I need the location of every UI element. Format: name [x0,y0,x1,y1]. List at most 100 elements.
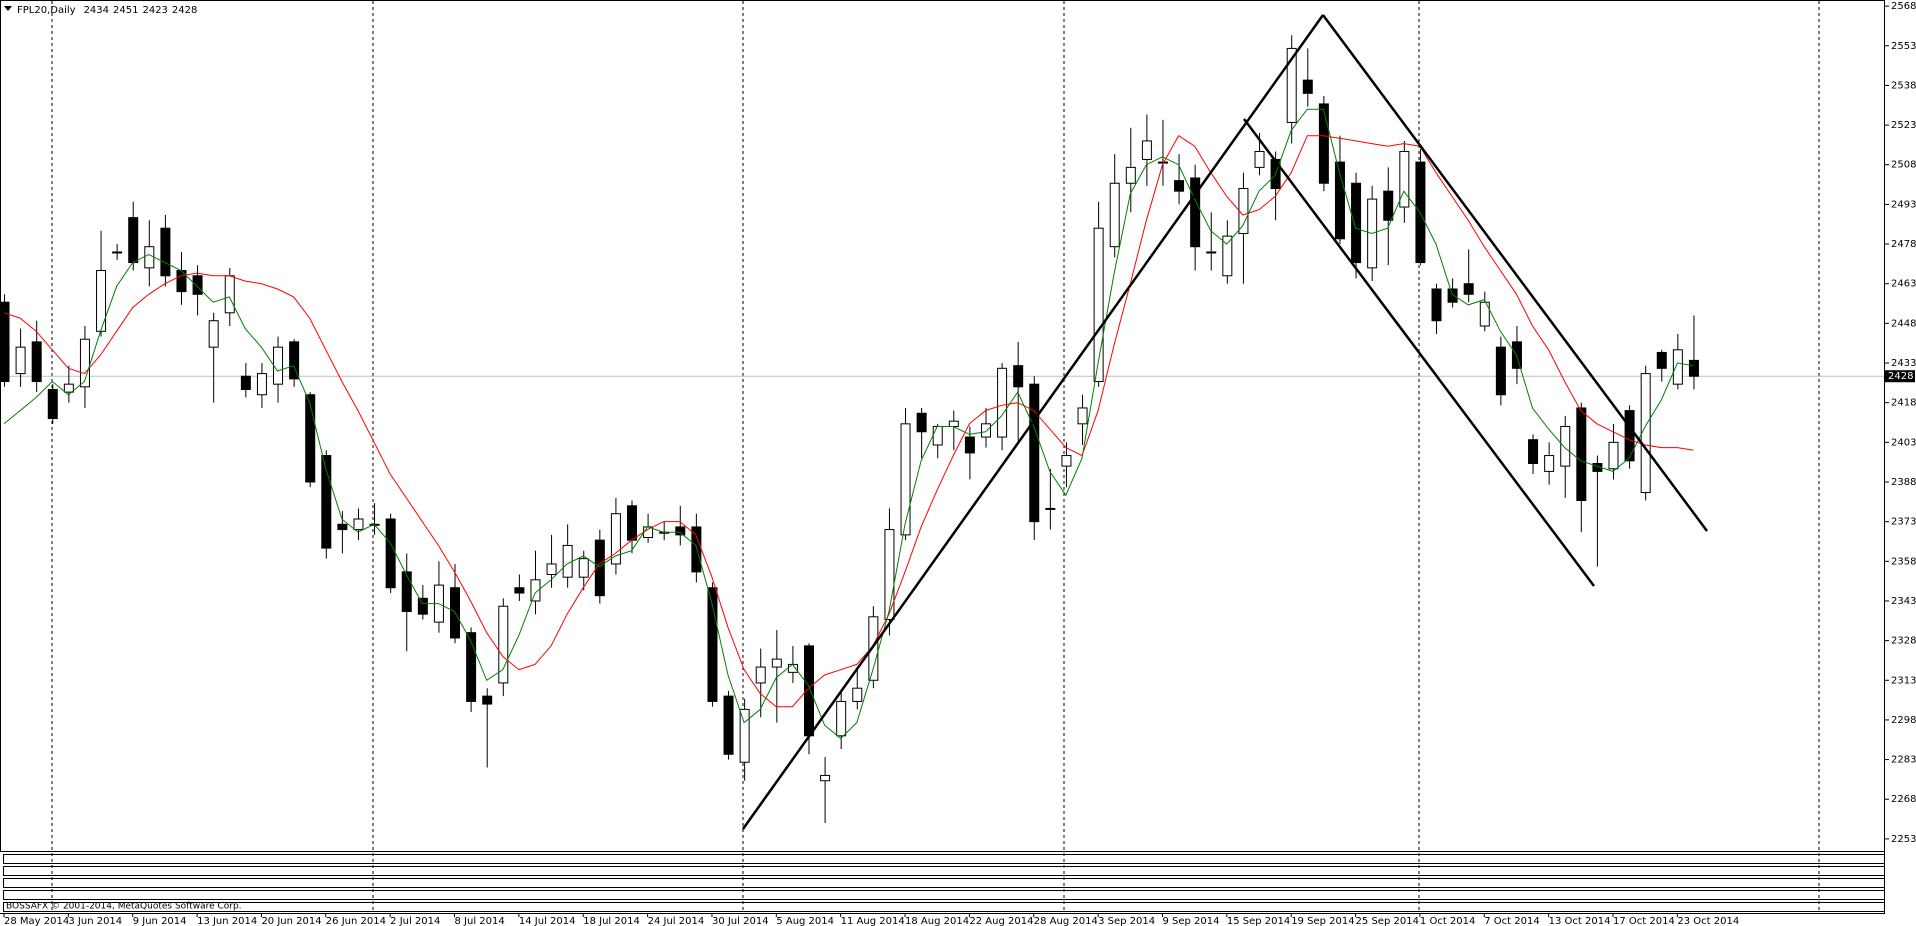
candle-bull [79,338,90,388]
y-tick-label: 2508 [1891,160,1916,171]
x-tick-label: 1 Oct 2014 [1420,916,1475,926]
candle-bear [401,571,412,613]
candle-bear [321,455,332,549]
candle-bear [192,275,203,295]
trend-line [1242,118,1596,587]
candle-bear [964,436,975,454]
candle-bear [1351,182,1362,264]
candle-bull [530,579,541,602]
y-tick-label: 2448 [1891,318,1916,329]
candle-bull [224,275,235,314]
candle-bull [980,423,991,438]
last-close: 2428 [172,5,197,16]
x-tick-label: 3 Jun 2014 [68,916,122,926]
candle-bull [498,605,509,684]
x-tick-label: 25 Sep 2014 [1356,916,1419,926]
candle-bull [546,563,557,576]
candle-bull [1125,166,1136,184]
candle-bear [1528,439,1539,464]
candle-bull [739,708,750,763]
candle-bull [1560,425,1571,467]
x-tick-label: 13 Oct 2014 [1549,916,1611,926]
y-tick-label: 2328 [1891,636,1916,647]
candle-bear [31,341,42,383]
candle-bull [884,529,895,620]
trend-line [1321,14,1709,532]
candle-bull [96,269,107,332]
x-tick-label: 5 Aug 2014 [776,916,834,926]
x-tick-label: 7 Oct 2014 [1484,916,1539,926]
price-tag-label: 2428 [1888,371,1913,382]
x-tick-label: 23 Oct 2014 [1677,916,1739,926]
candle-bull [1222,235,1233,277]
candle-bear [1431,288,1442,322]
moving-average [3,108,1694,740]
candle-bull [1061,455,1072,467]
candle-bull [1141,140,1152,160]
y-tick-label: 2463 [1891,279,1916,290]
candle-bull [353,518,364,531]
candle-bull [868,616,879,681]
candle-bull [562,544,573,578]
candle-bear [1334,161,1345,240]
candle-bear [128,217,139,264]
x-tick-label: 24 Jul 2014 [648,916,705,926]
candle-bull [1479,301,1490,327]
candle-bear [1447,288,1458,303]
x-tick-label: 8 Jul 2014 [455,916,505,926]
y-tick-label: 2313 [1891,675,1916,686]
candle-bear [723,695,734,755]
plot-area [0,35,1885,824]
x-tick-label: 20 Jun 2014 [261,916,321,926]
candle-bull [1672,349,1683,385]
candle-bull [1045,507,1056,510]
x-tick-label: 26 Jun 2014 [326,916,386,926]
candle-bull [1544,455,1555,472]
x-tick-label: 13 Jun 2014 [197,916,257,926]
moving-average [3,134,1694,708]
candle-bear [466,632,477,702]
candle-bull [1399,151,1410,208]
candle-bull [1286,47,1297,123]
candle-bear [1624,410,1635,462]
candle-bear [514,587,525,594]
candle-bear [47,388,58,420]
x-tick-label: 30 Jul 2014 [712,916,769,926]
candle-bear [1576,407,1587,501]
chart-title: FPL20,Daily [17,5,76,16]
candle-bear [1174,180,1185,192]
candle-bear [160,227,171,277]
candle-bull [63,383,74,393]
y-tick-label: 2373 [1891,517,1916,528]
candle-bull [610,513,621,565]
candle-bull [15,346,26,375]
candle-bear [417,597,428,615]
candle-bear [240,375,251,390]
candle-bull [208,320,219,348]
x-tick-label: 2 Jul 2014 [390,916,440,926]
x-tick-label: 15 Sep 2014 [1227,916,1290,926]
price-tag [1885,370,1915,383]
candle-bull [771,658,782,668]
x-tick-label: 18 Jul 2014 [583,916,640,926]
candle-bear [1688,359,1699,377]
candle-bull [948,420,959,427]
candle-bull [1640,373,1651,494]
candle-bull [256,373,267,396]
x-tick-label: 9 Sep 2014 [1162,916,1219,926]
trend-line [741,14,1325,830]
candle-bull [112,251,123,254]
candle-bear [675,526,686,536]
y-tick-label: 2553 [1891,41,1916,52]
candle-bear [385,518,396,589]
y-tick-label: 2433 [1891,358,1916,369]
candle-bear [1302,79,1313,94]
y-tick-label: 2418 [1891,398,1916,409]
x-tick-label: 3 Sep 2014 [1098,916,1155,926]
x-tick-label: 11 Aug 2014 [841,916,905,926]
candle-bull [144,246,155,269]
candle-bear [1656,351,1667,369]
x-tick-label: 17 Oct 2014 [1613,916,1675,926]
candle-bull [1254,151,1265,168]
